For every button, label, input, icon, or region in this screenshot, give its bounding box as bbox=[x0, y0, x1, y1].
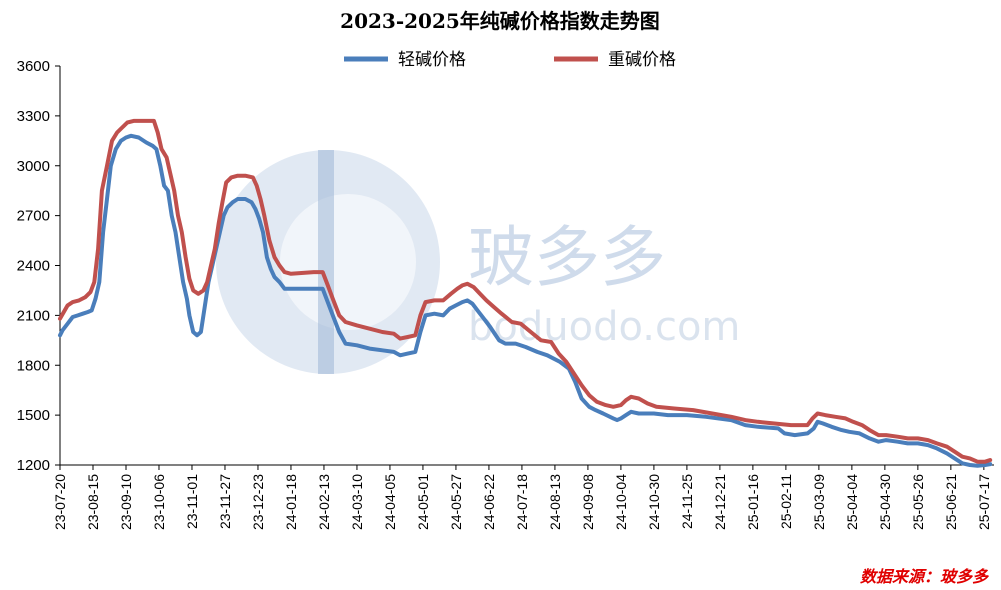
watermark-logo-bar bbox=[318, 150, 334, 374]
x-tick-label: 24-02-13 bbox=[316, 474, 332, 530]
x-tick-label: 23-10-06 bbox=[151, 474, 167, 530]
x-tick-label: 24-03-10 bbox=[349, 474, 365, 530]
y-tick-label: 1800 bbox=[17, 357, 50, 374]
x-tick-label: 25-06-21 bbox=[943, 474, 959, 530]
y-tick-label: 2400 bbox=[17, 258, 50, 275]
y-tick-label: 1200 bbox=[17, 457, 50, 474]
x-tick-label: 24-12-21 bbox=[712, 474, 728, 530]
series-lines bbox=[58, 118, 993, 468]
x-ticks: 23-07-20 23-08-15 23-09-10 23-10-06 23-11-01… bbox=[52, 465, 992, 530]
x-tick-label: 24-10-30 bbox=[646, 474, 662, 530]
x-tick-label: 24-10-04 bbox=[613, 474, 629, 530]
x-tick-label: 24-05-27 bbox=[448, 474, 464, 530]
x-tick-label: 25-05-26 bbox=[910, 474, 926, 530]
y-tick-label: 2100 bbox=[17, 307, 50, 324]
y-ticks: 1200 1500 1800 2100 2400 2700 3000 3300 3600 bbox=[17, 58, 60, 474]
x-tick-label: 23-07-20 bbox=[52, 474, 68, 530]
x-tick-label: 23-09-10 bbox=[118, 474, 134, 530]
x-tick-label: 25-02-11 bbox=[778, 474, 794, 529]
x-tick-label: 23-11-01 bbox=[184, 474, 200, 529]
legend-label-light: 轻碱价格 bbox=[398, 50, 466, 70]
y-tick-label: 3300 bbox=[17, 108, 50, 125]
y-tick-label: 1500 bbox=[17, 407, 50, 424]
x-tick-label: 23-08-15 bbox=[85, 474, 101, 530]
x-tick-label: 25-07-17 bbox=[976, 474, 992, 530]
y-tick-label: 2700 bbox=[17, 208, 50, 225]
chart-title: 2023-2025年纯碱价格指数走势图 bbox=[340, 9, 660, 33]
x-tick-label: 24-04-05 bbox=[382, 474, 398, 530]
x-tick-label: 24-06-22 bbox=[481, 474, 497, 530]
x-tick-label: 25-04-04 bbox=[844, 474, 860, 530]
y-tick-label: 3000 bbox=[17, 158, 50, 175]
x-tick-label: 24-07-18 bbox=[514, 474, 530, 530]
x-tick-label: 23-12-23 bbox=[250, 474, 266, 530]
x-tick-label: 24-01-18 bbox=[283, 474, 299, 530]
x-tick-label: 24-09-08 bbox=[580, 474, 596, 530]
series-line-dense-soda bbox=[58, 118, 993, 464]
series-line-light-soda bbox=[58, 133, 993, 468]
source-note: 数据来源：玻多多 bbox=[860, 567, 990, 586]
watermark: 玻多多 boduodo.com bbox=[216, 150, 740, 374]
x-tick-label: 25-01-16 bbox=[745, 474, 761, 530]
x-tick-label: 23-11-27 bbox=[217, 474, 233, 529]
x-tick-label: 25-04-30 bbox=[877, 474, 893, 530]
legend-label-dense: 重碱价格 bbox=[608, 50, 676, 70]
x-tick-label: 24-08-13 bbox=[547, 474, 563, 530]
watermark-logo-inner bbox=[280, 194, 416, 330]
legend: 轻碱价格 重碱价格 bbox=[344, 50, 676, 70]
x-tick-label: 24-11-25 bbox=[679, 474, 695, 529]
x-tick-label: 24-05-01 bbox=[415, 474, 431, 530]
y-tick-label: 3600 bbox=[17, 58, 50, 75]
x-tick-label: 25-03-09 bbox=[811, 474, 827, 530]
watermark-text: 玻多多 bbox=[468, 219, 666, 296]
